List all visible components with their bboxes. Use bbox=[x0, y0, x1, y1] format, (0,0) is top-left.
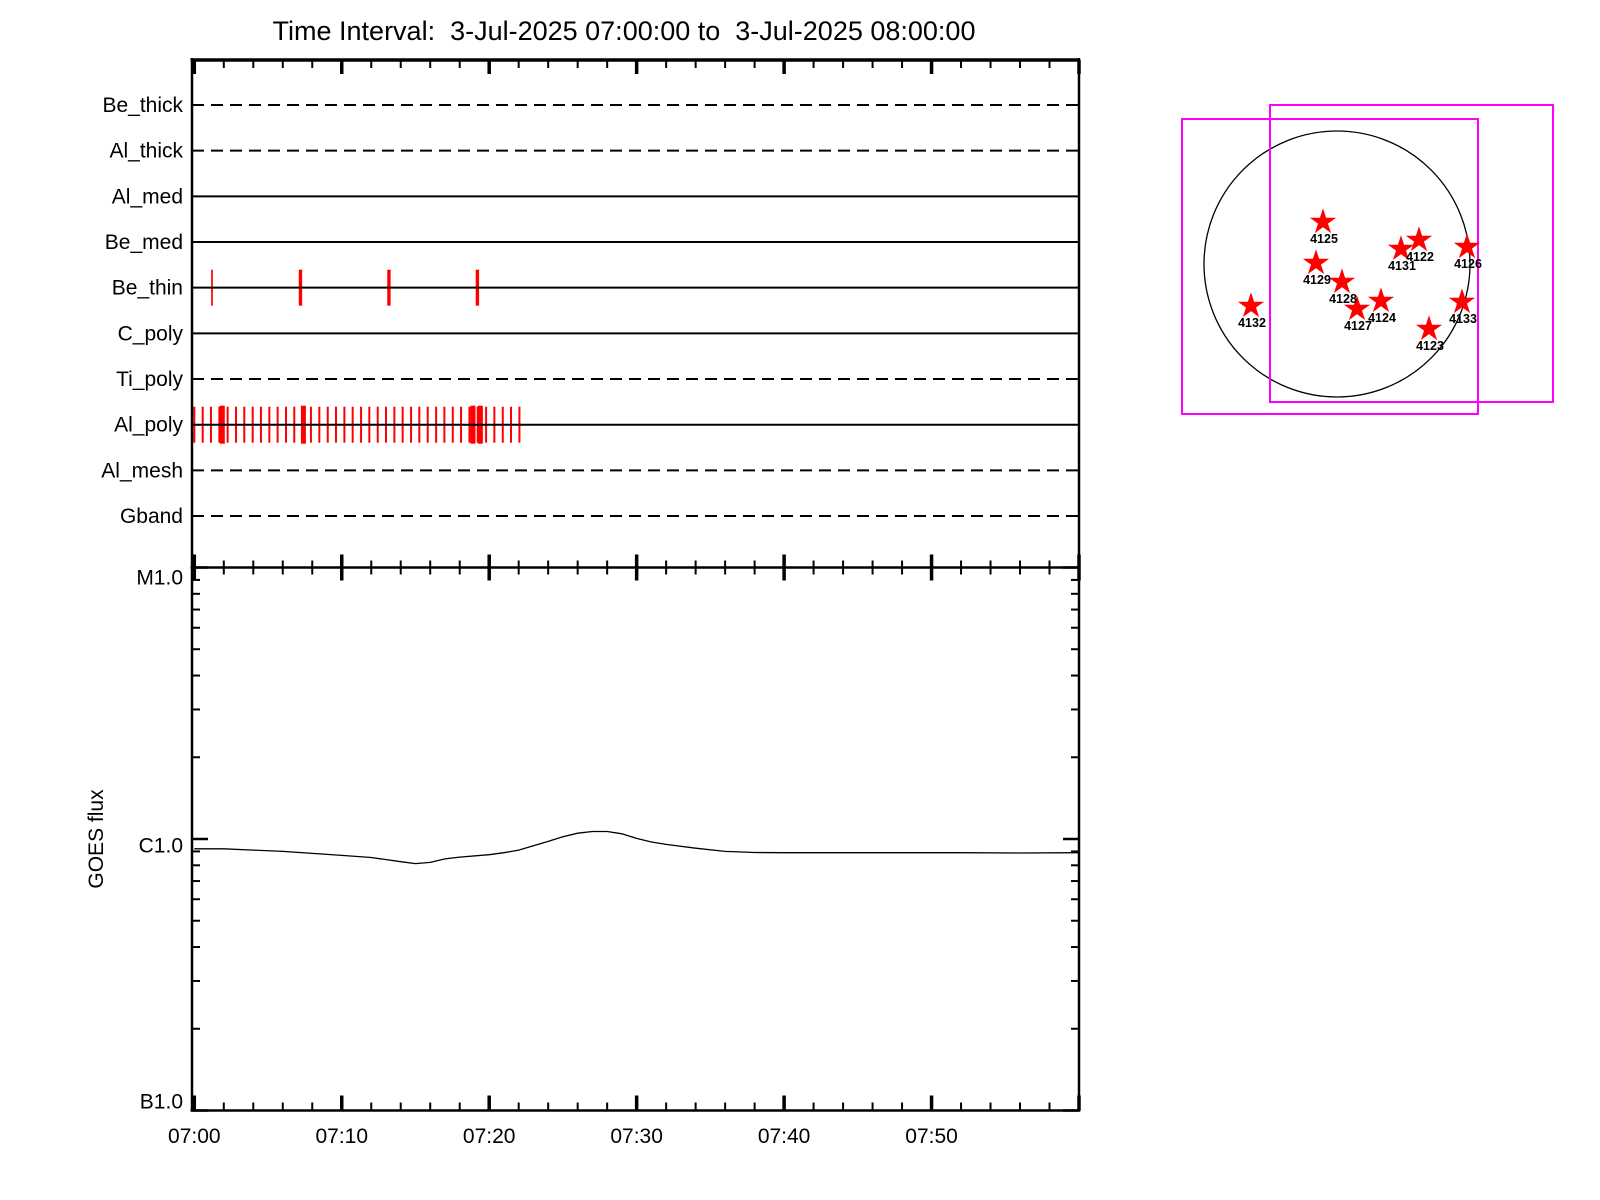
active-region-label-4129: 4129 bbox=[1303, 273, 1331, 287]
filter-row-label-Al_mesh: Al_mesh bbox=[101, 459, 183, 482]
filter-row-label-Be_thin: Be_thin bbox=[112, 277, 183, 300]
time-label-07:40: 07:40 bbox=[758, 1125, 811, 1148]
time-label-07:10: 07:10 bbox=[315, 1125, 368, 1148]
active-region-star-4132 bbox=[1237, 292, 1265, 318]
active-region-label-4128: 4128 bbox=[1329, 292, 1357, 306]
solar-limb-circle bbox=[1203, 130, 1471, 398]
filter-row-label-Be_thick: Be_thick bbox=[102, 94, 183, 117]
fov-rect-1 bbox=[1181, 118, 1479, 415]
time-label-07:20: 07:20 bbox=[463, 1125, 516, 1148]
active-region-label-4125: 4125 bbox=[1310, 232, 1338, 246]
time-label-07:50: 07:50 bbox=[905, 1125, 958, 1148]
active-region-label-4123: 4123 bbox=[1416, 339, 1444, 353]
active-region-star-4123 bbox=[1415, 315, 1443, 341]
filter-row-label-Al_thick: Al_thick bbox=[109, 140, 183, 163]
active-region-star-4129 bbox=[1302, 249, 1330, 275]
solar-disk-map bbox=[1181, 104, 1554, 415]
plot-title: Time Interval: 3-Jul-2025 07:00:00 to 3-… bbox=[272, 16, 976, 46]
filter-row-label-Gband: Gband bbox=[120, 505, 183, 528]
active-region-star-4128 bbox=[1328, 268, 1356, 294]
active-region-label-4132: 4132 bbox=[1238, 316, 1266, 330]
goes-flux-curve bbox=[194, 830, 1080, 865]
active-region-star-4126 bbox=[1453, 233, 1481, 259]
filter-row-label-Al_med: Al_med bbox=[112, 185, 183, 208]
active-region-star-4133 bbox=[1448, 288, 1476, 314]
goes-ylabel: GOES flux bbox=[85, 789, 108, 889]
active-region-star-4131 bbox=[1387, 235, 1415, 261]
active-region-label-4131: 4131 bbox=[1388, 259, 1416, 273]
time-label-07:00: 07:00 bbox=[168, 1125, 221, 1148]
active-region-star-4124 bbox=[1367, 287, 1395, 313]
filter-row-label-C_poly: C_poly bbox=[118, 322, 184, 345]
active-region-label-4122: 4122 bbox=[1406, 250, 1434, 264]
active-region-star-4127 bbox=[1343, 295, 1371, 321]
active-region-star-4125 bbox=[1309, 208, 1337, 234]
filter-row-label-Ti_poly: Ti_poly bbox=[116, 368, 183, 391]
filter-row-label-Be_med: Be_med bbox=[105, 231, 183, 254]
goes-y-label-M1.0: M1.0 bbox=[136, 567, 183, 590]
goes-y-label-C1.0: C1.0 bbox=[139, 835, 183, 858]
active-region-label-4127: 4127 bbox=[1344, 319, 1372, 333]
active-region-label-4126: 4126 bbox=[1454, 257, 1482, 271]
active-region-label-4133: 4133 bbox=[1449, 312, 1477, 326]
active-region-star-4122 bbox=[1405, 226, 1433, 252]
filter-row-label-Al_poly: Al_poly bbox=[114, 414, 183, 437]
fov-rect-2 bbox=[1269, 104, 1554, 403]
time-label-07:30: 07:30 bbox=[610, 1125, 663, 1148]
active-region-label-4124: 4124 bbox=[1368, 311, 1396, 325]
goes-y-label-B1.0: B1.0 bbox=[140, 1091, 183, 1114]
